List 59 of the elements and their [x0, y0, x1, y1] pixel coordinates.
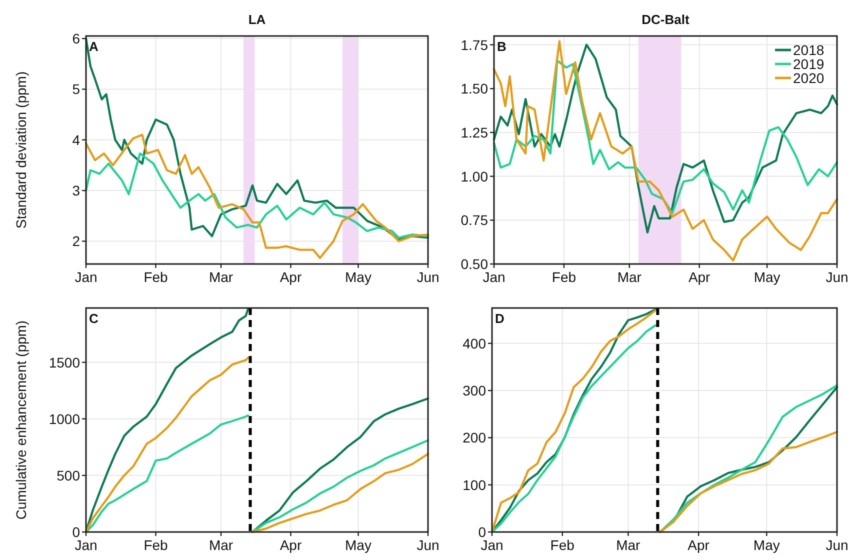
x-tick-label: Jan — [74, 269, 98, 285]
x-tick-label: Apr — [688, 537, 710, 553]
annotation: B — [497, 39, 506, 54]
x-tick-label: Mar — [616, 537, 641, 553]
line-series — [84, 37, 430, 241]
legend-label: 2019 — [793, 56, 824, 72]
x-tick-label: Apr — [688, 269, 711, 285]
y-tick-label: 1.00 — [460, 168, 488, 184]
y-tick-label: 1500 — [48, 354, 80, 370]
chart-title: DC-Balt — [642, 12, 690, 27]
y-tick-label: 0.50 — [460, 256, 488, 272]
chart-title: LA — [248, 12, 266, 27]
x-tick-label: Mar — [617, 269, 642, 285]
y-axis-title: Cumulative enhancement (ppm) — [13, 320, 29, 520]
x-tick-label: May — [753, 537, 780, 553]
x-tick-label: Jan — [74, 537, 98, 553]
x-tick-label: Jan — [480, 537, 504, 553]
annotation: D — [495, 311, 504, 326]
x-tick-label: Jun — [416, 269, 440, 285]
y-tick-label: 1.50 — [460, 80, 488, 97]
y-tick-label: 0.75 — [460, 212, 488, 228]
x-tick-label: Apr — [280, 537, 302, 553]
y-tick-label: 400 — [462, 335, 486, 352]
x-tick-label: Jun — [826, 269, 848, 285]
y-tick-label: 1.25 — [460, 124, 488, 140]
x-tick-label: Mar — [208, 269, 234, 285]
y-tick-label: 4 — [72, 132, 80, 148]
x-tick-label: May — [345, 269, 372, 285]
x-tick-label: Jun — [416, 537, 440, 553]
x-tick-label: May — [345, 537, 372, 553]
y-tick-label: 1.75 — [460, 36, 488, 53]
y-tick-label: 0 — [478, 524, 486, 540]
x-tick-label: Jun — [826, 537, 848, 553]
line-series — [84, 134, 430, 260]
x-tick-label: Feb — [144, 537, 168, 553]
annotation: C — [89, 311, 99, 326]
x-tick-label: Feb — [144, 269, 168, 285]
x-tick-label: Apr — [280, 269, 302, 285]
y-tick-label: 100 — [462, 476, 486, 493]
legend-label: 2018 — [793, 42, 824, 58]
annotation: A — [89, 39, 99, 54]
x-tick-label: Feb — [552, 269, 576, 285]
x-tick-label: Feb — [550, 537, 575, 553]
x-tick-label: May — [754, 269, 780, 285]
y-tick-label: 5 — [72, 81, 80, 98]
y-tick-label: 6 — [72, 30, 80, 47]
y-tick-label: 3 — [72, 182, 80, 199]
legend-label: 2020 — [793, 70, 824, 86]
x-tick-label: Jan — [482, 269, 506, 285]
line-series — [492, 59, 838, 214]
y-tick-label: 500 — [56, 467, 80, 484]
y-axis-title: Standard deviation (ppm) — [13, 71, 29, 229]
line-series — [84, 152, 430, 239]
y-tick-label: 300 — [462, 382, 486, 399]
y-tick-label: 200 — [462, 430, 486, 446]
y-tick-label: 2 — [72, 233, 80, 250]
y-tick-label: 0 — [72, 524, 80, 540]
x-tick-label: Mar — [208, 537, 234, 553]
y-tick-label: 1000 — [48, 410, 80, 427]
